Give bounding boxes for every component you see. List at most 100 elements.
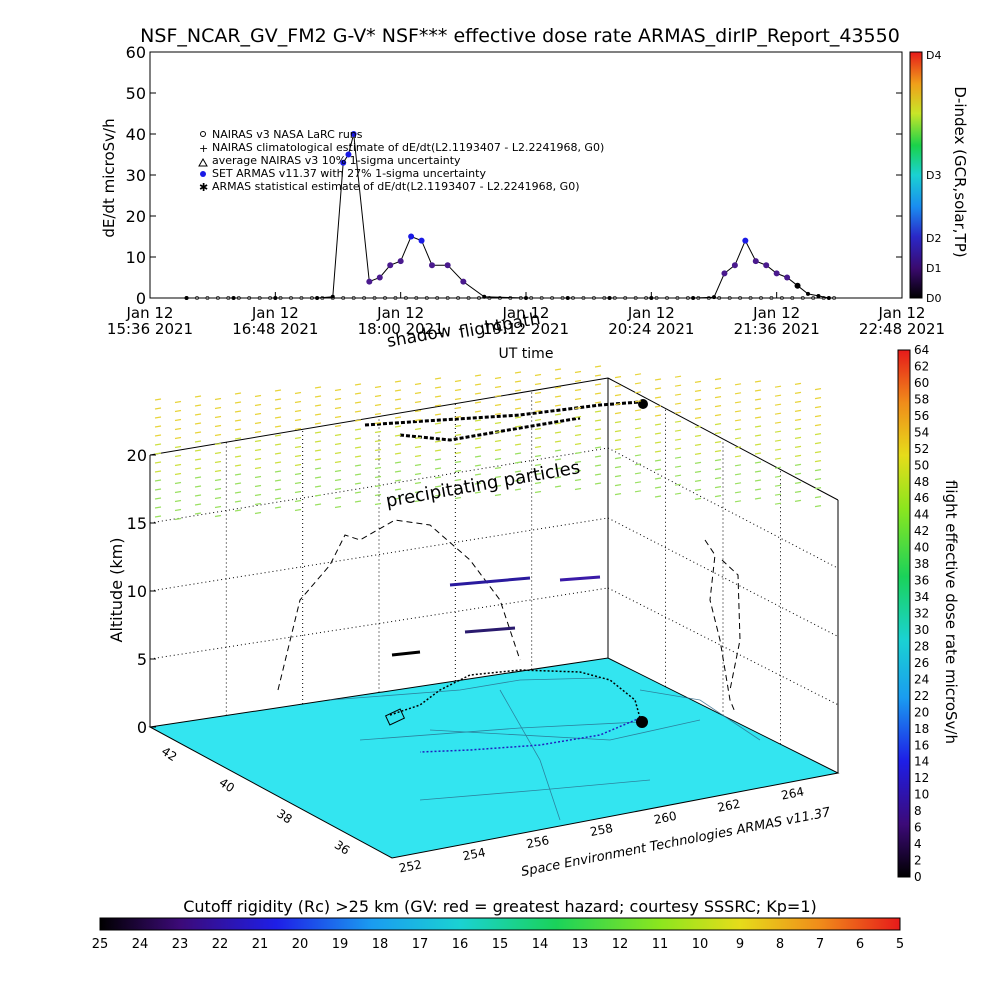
precip-mark bbox=[194, 440, 202, 443]
precip-mark bbox=[754, 398, 762, 401]
baseline-point bbox=[184, 296, 189, 300]
cutoff-tick-label: 6 bbox=[856, 937, 864, 952]
precip-mark bbox=[254, 394, 262, 398]
precip-mark bbox=[694, 461, 702, 464]
precip-mark bbox=[374, 385, 382, 389]
precip-mark bbox=[394, 398, 402, 401]
precip-mark bbox=[654, 405, 662, 408]
precip-mark bbox=[534, 490, 542, 494]
precip-mark bbox=[454, 424, 462, 428]
precip-mark bbox=[474, 392, 482, 395]
precip-mark bbox=[554, 422, 562, 425]
baseline-point bbox=[779, 296, 784, 300]
precip-mark bbox=[234, 473, 242, 476]
precip-mark bbox=[154, 497, 162, 500]
top-x-axis-label: UT time bbox=[499, 346, 554, 362]
precip-mark bbox=[554, 431, 562, 434]
precip-mark bbox=[714, 441, 722, 444]
precip-mark bbox=[814, 388, 822, 391]
precip-mark bbox=[614, 412, 622, 415]
precip-mark bbox=[334, 406, 342, 410]
precip-mark bbox=[174, 490, 182, 494]
precip-mark bbox=[494, 493, 502, 497]
precip-mark bbox=[554, 458, 562, 461]
precip-mark bbox=[334, 469, 342, 473]
precip-mark bbox=[734, 491, 742, 494]
precip-mark bbox=[214, 424, 222, 428]
precip-mark bbox=[734, 410, 742, 413]
precip-mark bbox=[274, 461, 282, 464]
precip-mark bbox=[174, 427, 182, 431]
precip-mark bbox=[754, 434, 762, 437]
precip-mark bbox=[754, 425, 762, 428]
series-point bbox=[752, 258, 759, 265]
precip-mark bbox=[794, 391, 802, 394]
precip-mark bbox=[334, 451, 342, 455]
x-tick-date: Jan 12 bbox=[251, 304, 299, 322]
y-tick-label: 10 bbox=[126, 248, 146, 267]
dose-tick-label: 4 bbox=[914, 837, 922, 851]
precip-mark bbox=[754, 488, 762, 491]
precip-mark bbox=[354, 473, 362, 476]
precip-mark bbox=[394, 434, 402, 437]
precip-mark bbox=[674, 384, 682, 387]
precip-mark bbox=[414, 499, 422, 503]
precip-mark bbox=[414, 445, 422, 449]
d-index-tick: D4 bbox=[926, 49, 941, 62]
precip-mark bbox=[654, 387, 662, 390]
series-point bbox=[345, 151, 352, 158]
precip-mark bbox=[314, 413, 322, 416]
precip-mark bbox=[774, 457, 782, 460]
precip-mark bbox=[274, 434, 282, 437]
precip-mark bbox=[614, 457, 622, 460]
precip-mark bbox=[414, 427, 422, 431]
precip-mark bbox=[574, 388, 582, 392]
cutoff-tick-label: 9 bbox=[736, 937, 744, 952]
precip-mark bbox=[494, 457, 502, 461]
precip-mark bbox=[614, 385, 622, 388]
precip-mark bbox=[674, 393, 682, 396]
precip-mark bbox=[454, 478, 462, 482]
series-point bbox=[721, 270, 728, 277]
cutoff-tick-label: 13 bbox=[572, 937, 589, 952]
series-point bbox=[784, 274, 791, 281]
precip-mark bbox=[154, 470, 162, 473]
precip-mark bbox=[774, 403, 782, 406]
precip-mark bbox=[434, 386, 442, 389]
precip-mark bbox=[654, 423, 662, 426]
precip-mark bbox=[294, 418, 302, 422]
dose-tick-label: 24 bbox=[914, 672, 929, 686]
d-index-tick: D2 bbox=[926, 232, 941, 245]
precip-mark bbox=[354, 401, 362, 404]
precip-mark bbox=[734, 392, 742, 395]
precip-mark bbox=[394, 389, 402, 392]
legend-item-2: average NAIRAS v3 10% 1-sigma uncertaint… bbox=[212, 154, 461, 167]
x-tick-time: 22:48 2021 bbox=[859, 320, 945, 338]
precip-mark bbox=[554, 413, 562, 416]
precip-mark bbox=[394, 488, 402, 491]
precip-mark bbox=[814, 397, 822, 400]
dose-tick-label: 60 bbox=[914, 376, 929, 390]
precip-mark bbox=[574, 433, 582, 437]
precip-mark bbox=[614, 493, 622, 496]
precip-mark bbox=[494, 385, 502, 389]
precip-mark bbox=[274, 425, 282, 428]
precip-mark bbox=[374, 421, 382, 425]
precip-mark bbox=[234, 392, 242, 395]
x-tick-date: Jan 12 bbox=[376, 304, 424, 322]
precip-mark bbox=[634, 400, 642, 403]
precip-mark bbox=[354, 482, 362, 485]
precip-mark bbox=[414, 400, 422, 404]
precip-mark bbox=[774, 412, 782, 415]
precip-mark bbox=[414, 382, 422, 386]
precip-mark bbox=[554, 404, 562, 407]
altitude-tick-label: 10 bbox=[127, 582, 147, 601]
precip-mark bbox=[814, 487, 822, 490]
precip-mark bbox=[774, 448, 782, 451]
legend-marker-star: ✱ bbox=[199, 181, 208, 194]
precip-mark bbox=[514, 461, 522, 464]
precip-mark bbox=[214, 514, 222, 518]
cutoff-tick-label: 15 bbox=[492, 937, 509, 952]
baseline-point bbox=[591, 296, 596, 300]
